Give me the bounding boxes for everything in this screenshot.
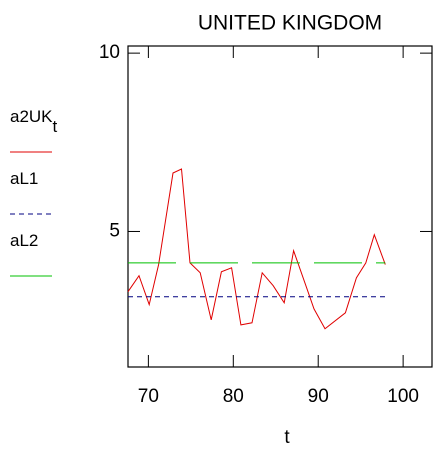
legend-label: aL1	[10, 169, 38, 188]
series-line	[127, 168, 386, 330]
x-axis-label: t	[284, 427, 290, 448]
legend-subscript: t	[53, 117, 58, 136]
legend-name: aL1	[10, 169, 38, 188]
x-tick-label: 70	[138, 386, 159, 407]
x-tick-label: 90	[308, 386, 329, 407]
y-tick-label: 5	[109, 220, 120, 241]
chart-title: UNITED KINGDOM	[198, 12, 382, 35]
legend-name: a2UK	[10, 107, 53, 126]
legend-label: a2UKt	[10, 107, 58, 136]
y-tick-label: 10	[99, 42, 120, 63]
legend-label: aL2	[10, 231, 38, 250]
x-tick-label: 100	[387, 386, 419, 407]
legend-name: aL2	[10, 231, 38, 250]
x-tick-label: 80	[223, 386, 244, 407]
plot-frame	[127, 45, 433, 368]
